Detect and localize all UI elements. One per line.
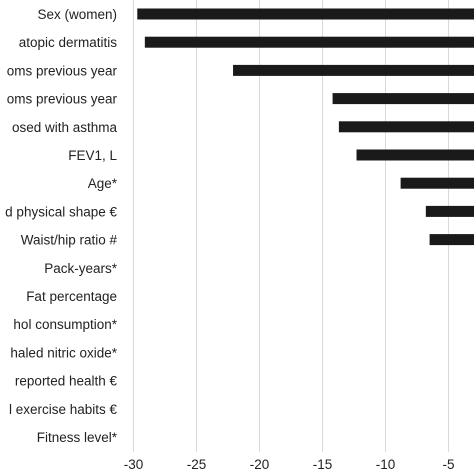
bar [425,205,474,217]
category-label: hol consumption* [13,317,117,332]
category-label: Pack-years* [44,261,118,276]
category-label: haled nitric oxide* [10,345,117,360]
category-label: FEV1, L [68,148,117,163]
category-label: Fitness level* [37,430,118,445]
bar [332,93,474,105]
category-label: Waist/hip ratio # [21,233,118,248]
category-label: atopic dermatitis [19,35,118,50]
x-tick-label: -10 [376,457,396,472]
category-label: Fat percentage [26,289,117,304]
category-label: Sex (women) [37,7,117,22]
x-tick-label: -15 [313,457,333,472]
category-label: oms previous year [7,92,118,107]
bar [338,121,474,133]
bar [137,8,474,20]
category-label: l exercise habits € [9,402,118,417]
bar [429,234,474,246]
bar [144,36,474,48]
x-tick-label: -25 [187,457,207,472]
x-tick-label: -20 [250,457,270,472]
bar [233,64,474,76]
x-tick-label: -30 [124,457,144,472]
category-label: oms previous year [7,63,118,78]
category-label: reported health € [15,374,118,389]
x-axis-tick-labels: -30 -25 -20 -15 -10 -5 [124,457,455,472]
category-label: d physical shape € [5,204,117,219]
bars [137,8,474,246]
category-label: osed with asthma [12,120,118,135]
category-label: Age* [88,176,118,191]
x-tick-label: -5 [442,457,454,472]
category-labels: Sex (women) atopic dermatitis oms previous… [5,7,118,445]
bar [400,177,474,189]
bar [356,149,474,161]
